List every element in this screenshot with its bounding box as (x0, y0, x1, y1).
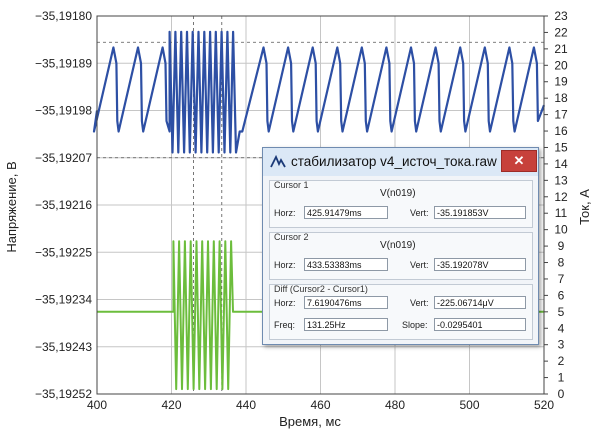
y-right-tick-label: 10 (554, 223, 568, 237)
y-right-tick-label: 18 (554, 91, 568, 105)
y-right-tick-label: 12 (554, 190, 568, 204)
y-right-tick-label: 2 (558, 354, 565, 368)
y-right-tick-label: 4 (558, 321, 565, 335)
y-left-tick-label: −35,19252 (35, 387, 92, 401)
cursor-dialog[interactable]: стабилизатор v4_источ_тока.raw ✕ Cursor … (262, 147, 539, 345)
x-tick-label: 480 (385, 398, 405, 412)
y-left-tick-label: −35,19225 (35, 245, 92, 259)
y-left-tick-label: −35,19207 (35, 151, 92, 165)
cursor2-group: Cursor 2 V(n019) Horz: 433.53383ms Vert:… (269, 232, 533, 280)
y-left-tick-label: −35,19234 (35, 293, 92, 307)
y-right-tick-label: 17 (554, 108, 568, 122)
y-right-tick-label: 15 (554, 140, 568, 154)
diff-group: Diff (Cursor2 - Cursor1) Horz: 7.6190476… (269, 284, 533, 340)
y-right-tick-label: 13 (554, 173, 568, 187)
y-right-tick-label: 11 (555, 206, 568, 220)
y-right-tick-label: 3 (558, 338, 565, 352)
x-tick-label: 440 (236, 398, 256, 412)
y-right-tick-label: 22 (554, 25, 568, 39)
y-right-tick-label: 20 (554, 58, 568, 72)
cursor1-horz-field[interactable]: 425.91479ms (304, 206, 388, 219)
y-left-tick-label: −35,19243 (35, 340, 92, 354)
dialog-title: стабилизатор v4_источ_тока.raw (291, 154, 497, 169)
freq-label: Freq: (274, 320, 296, 330)
cursor2-horz-field[interactable]: 433.53383ms (304, 258, 388, 271)
cursor1-label: Cursor 1 (274, 180, 309, 190)
y-left-tick-label: −35,19216 (35, 198, 92, 212)
plot-border (96, 15, 545, 395)
close-button[interactable]: ✕ (501, 150, 537, 172)
diff-vert-field[interactable]: -225.06714μV (434, 296, 526, 309)
diff-horz-field[interactable]: 7.6190476ms (304, 296, 388, 309)
diff-vert-label: Vert: (410, 298, 429, 308)
x-tick-label: 420 (161, 398, 181, 412)
cursor2-vert-label: Vert: (410, 260, 429, 270)
cursor2-vert-field[interactable]: -35.192078V (434, 258, 526, 271)
y-right-tick-label: 14 (554, 157, 568, 171)
cursor1-horz-label: Horz: (274, 208, 296, 218)
x-tick-label: 500 (459, 398, 479, 412)
x-axis-title: Время, мс (279, 414, 341, 429)
y-right-tick-label: 21 (554, 42, 568, 56)
dialog-titlebar[interactable]: стабилизатор v4_источ_тока.raw ✕ (263, 148, 538, 176)
slope-label: Slope: (402, 320, 428, 330)
cursor1-vert-field[interactable]: -35.191853V (434, 206, 526, 219)
cursor1-node: V(n019) (380, 188, 416, 199)
cursor2-label: Cursor 2 (274, 232, 309, 242)
diff-label: Diff (Cursor2 - Cursor1) (274, 284, 368, 294)
y-right-tick-label: 7 (558, 272, 565, 286)
plot-frame (96, 15, 548, 395)
freq-field[interactable]: 131.25Hz (304, 318, 388, 331)
cursor1-group: Cursor 1 V(n019) Horz: 425.91479ms Vert:… (269, 180, 533, 228)
y-right-tick-label: 0 (558, 387, 565, 401)
cursor2-node: V(n019) (380, 240, 416, 251)
cursor2-horz-label: Horz: (274, 260, 296, 270)
y-right-tick-label: 16 (554, 124, 568, 138)
diff-horz-label: Horz: (274, 298, 296, 308)
x-tick-label: 460 (310, 398, 330, 412)
ltspice-icon (270, 155, 286, 168)
y-left-tick-label: −35,19189 (35, 56, 92, 70)
y-left-tick-label: −35,19198 (35, 104, 92, 118)
series-layer (92, 30, 546, 391)
x-tick-label: 520 (534, 398, 554, 412)
voltage-series-line (92, 30, 546, 154)
y-right-tick-label: 9 (558, 239, 565, 253)
y-right-axis-title: Ток, А (577, 189, 592, 225)
current-series-line (97, 240, 544, 391)
y-right-tick-label: 5 (558, 305, 565, 319)
slope-field[interactable]: -0.0295401 (434, 318, 526, 331)
tick-labels: 400 420 440 460 480 500 520−35,19180−35,19189−… (35, 9, 568, 412)
y-right-tick-label: 6 (558, 288, 565, 302)
y-right-tick-label: 8 (558, 256, 565, 270)
y-right-tick-label: 19 (554, 75, 568, 89)
x-tick-label: 400 (87, 398, 107, 412)
y-right-tick-label: 1 (558, 371, 565, 385)
y-right-tick-label: 23 (554, 9, 568, 23)
cursor1-vert-label: Vert: (410, 208, 429, 218)
y-left-tick-label: −35,19180 (35, 9, 92, 23)
y-left-axis-title: Напряжение, В (4, 161, 19, 252)
